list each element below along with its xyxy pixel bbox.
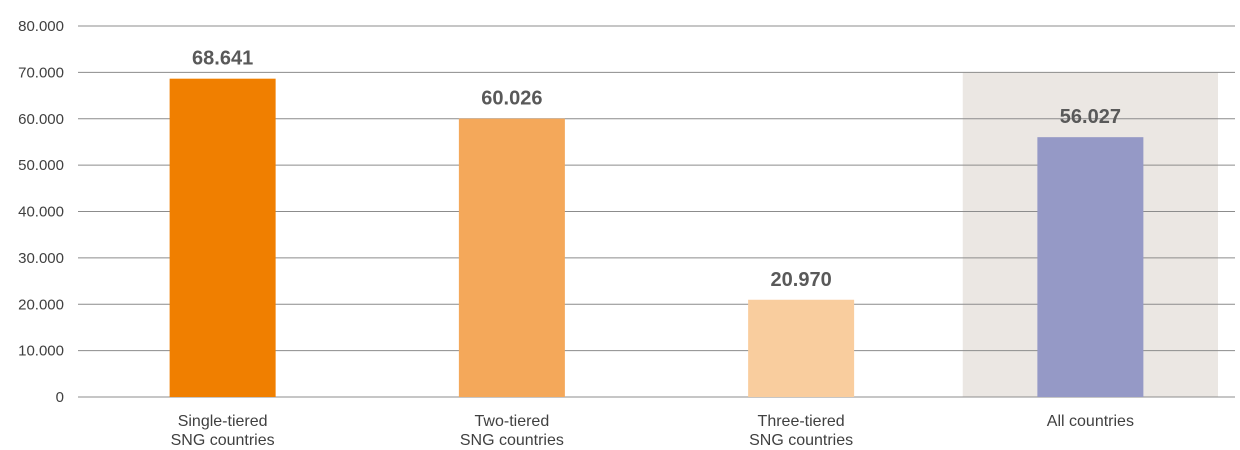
y-tick-label: 50.000 bbox=[18, 157, 64, 174]
bar bbox=[169, 78, 276, 397]
y-tick-label: 60.000 bbox=[18, 111, 64, 128]
data-label: 20.970 bbox=[771, 269, 832, 291]
data-label: 56.027 bbox=[1060, 106, 1121, 128]
bars bbox=[169, 78, 1144, 397]
bar bbox=[1037, 137, 1144, 397]
category-label: Single-tiered SNG countries bbox=[171, 413, 275, 449]
category-label: All countries bbox=[1047, 413, 1134, 430]
y-tick-label: 30.000 bbox=[18, 250, 64, 267]
y-tick-label: 10.000 bbox=[18, 343, 64, 360]
y-tick-label: 0 bbox=[56, 389, 64, 406]
y-tick-label: 20.000 bbox=[18, 296, 64, 313]
category-labels: Single-tiered SNG countries Two-tiered SNG … bbox=[171, 413, 1134, 449]
data-label: 60.026 bbox=[481, 88, 542, 110]
category-label-line: Single-tiered bbox=[178, 413, 268, 430]
data-labels: 68.641 60.026 20.970 56.027 bbox=[192, 48, 1121, 291]
data-label: 68.641 bbox=[192, 48, 253, 70]
y-tick-label: 70.000 bbox=[18, 64, 64, 81]
category-label: Two-tiered SNG countries bbox=[460, 413, 564, 449]
bar bbox=[748, 299, 855, 397]
category-label-line: SNG countries bbox=[171, 432, 275, 449]
category-label-line: All countries bbox=[1047, 413, 1134, 430]
y-axis-ticks: 0 10.000 20.000 30.000 40.000 50.000 60.000 70.… bbox=[18, 18, 64, 406]
category-label-line: SNG countries bbox=[749, 432, 853, 449]
y-tick-label: 40.000 bbox=[18, 204, 64, 221]
bar bbox=[458, 118, 565, 397]
category-label: Three-tiered SNG countries bbox=[749, 413, 853, 449]
category-label-line: SNG countries bbox=[460, 432, 564, 449]
y-tick-label: 80.000 bbox=[18, 18, 64, 35]
category-label-line: Two-tiered bbox=[475, 413, 550, 430]
category-label-line: Three-tiered bbox=[758, 413, 845, 430]
